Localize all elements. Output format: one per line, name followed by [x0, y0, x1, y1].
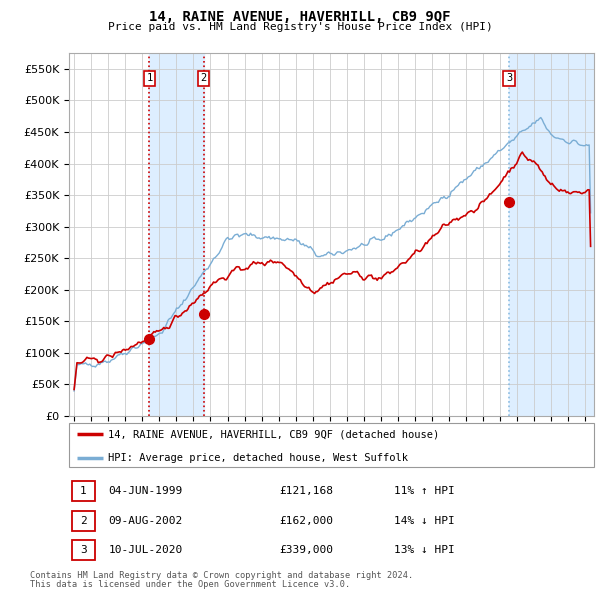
- Text: £162,000: £162,000: [279, 516, 333, 526]
- Text: 1: 1: [146, 74, 152, 84]
- Text: 14, RAINE AVENUE, HAVERHILL, CB9 9QF: 14, RAINE AVENUE, HAVERHILL, CB9 9QF: [149, 9, 451, 24]
- Text: Contains HM Land Registry data © Crown copyright and database right 2024.: Contains HM Land Registry data © Crown c…: [30, 571, 413, 581]
- Text: 14% ↓ HPI: 14% ↓ HPI: [395, 516, 455, 526]
- Text: 11% ↑ HPI: 11% ↑ HPI: [395, 486, 455, 496]
- FancyBboxPatch shape: [69, 423, 594, 467]
- Text: 09-AUG-2002: 09-AUG-2002: [109, 516, 182, 526]
- Text: 3: 3: [506, 74, 512, 84]
- FancyBboxPatch shape: [71, 481, 95, 501]
- Text: £339,000: £339,000: [279, 545, 333, 555]
- Text: 14, RAINE AVENUE, HAVERHILL, CB9 9QF (detached house): 14, RAINE AVENUE, HAVERHILL, CB9 9QF (de…: [109, 430, 440, 440]
- Text: This data is licensed under the Open Government Licence v3.0.: This data is licensed under the Open Gov…: [30, 579, 350, 589]
- Text: HPI: Average price, detached house, West Suffolk: HPI: Average price, detached house, West…: [109, 454, 409, 463]
- Text: 2: 2: [80, 516, 87, 526]
- Text: 1: 1: [80, 486, 87, 496]
- Bar: [509, 53, 600, 416]
- FancyBboxPatch shape: [71, 510, 95, 531]
- Text: 2: 2: [200, 74, 207, 84]
- Text: 10-JUL-2020: 10-JUL-2020: [109, 545, 182, 555]
- Text: 04-JUN-1999: 04-JUN-1999: [109, 486, 182, 496]
- Text: 13% ↓ HPI: 13% ↓ HPI: [395, 545, 455, 555]
- FancyBboxPatch shape: [71, 540, 95, 560]
- Bar: [149, 53, 203, 416]
- Text: £121,168: £121,168: [279, 486, 333, 496]
- Text: 3: 3: [80, 545, 87, 555]
- Text: Price paid vs. HM Land Registry's House Price Index (HPI): Price paid vs. HM Land Registry's House …: [107, 22, 493, 31]
